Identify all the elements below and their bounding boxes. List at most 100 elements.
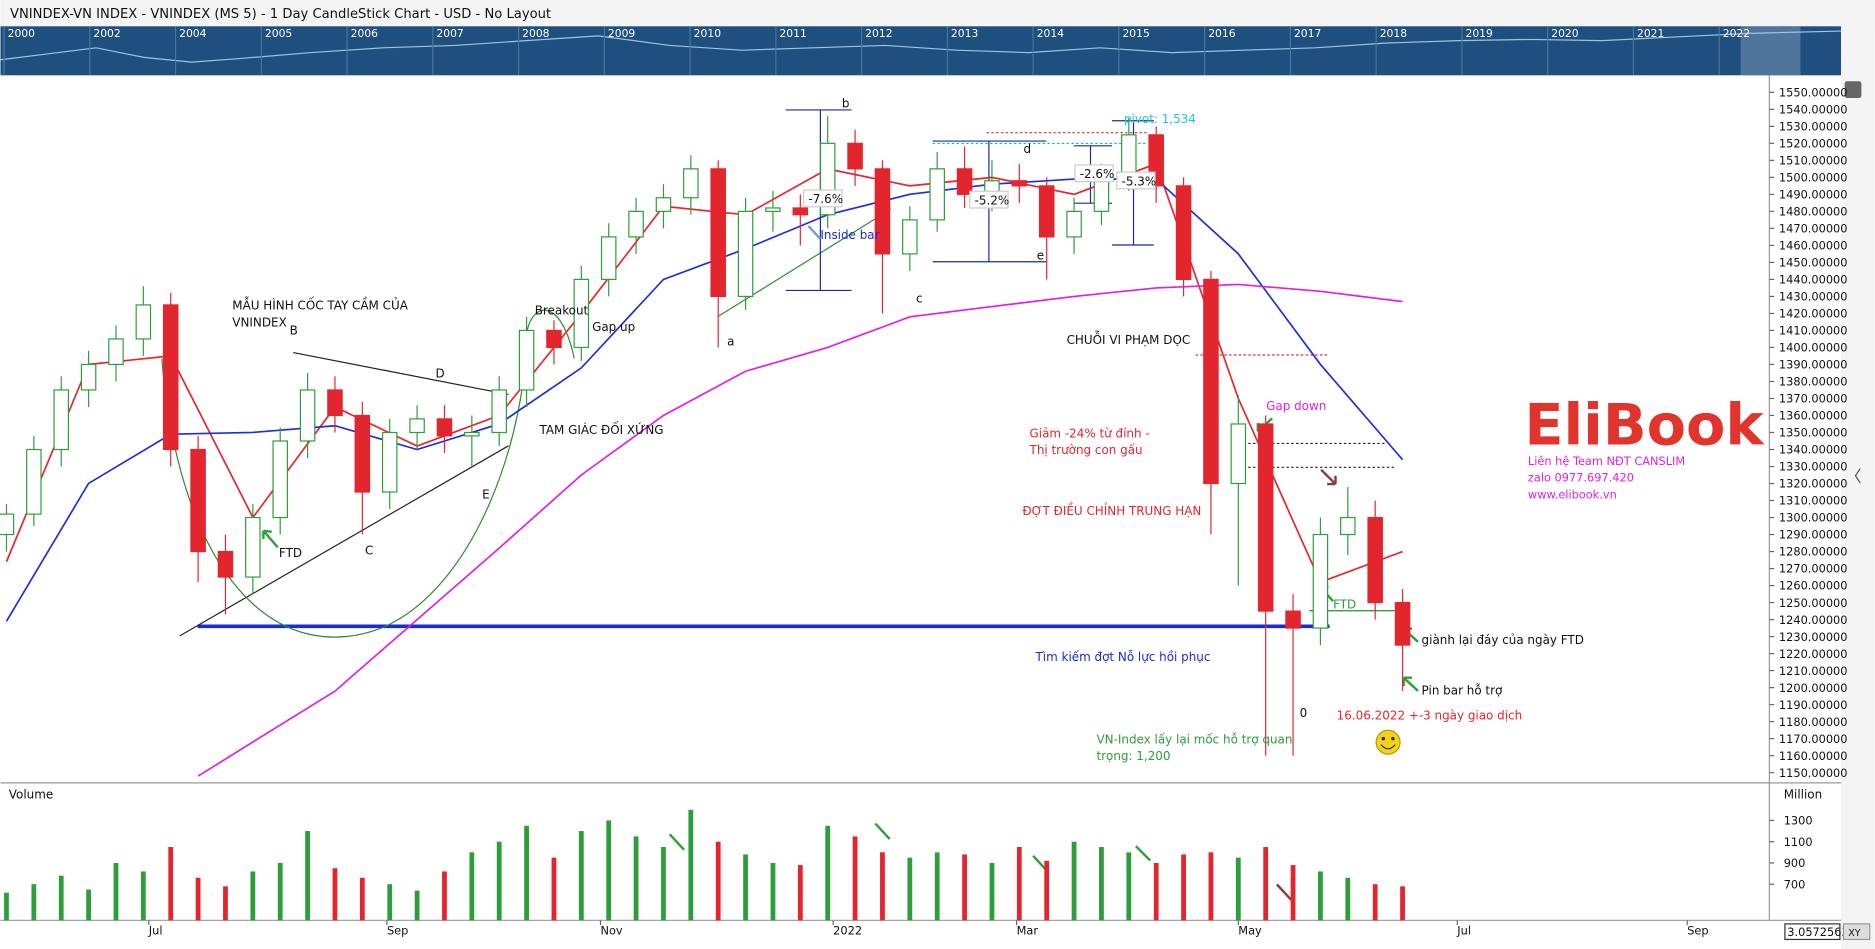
title-bar: [0, 0, 1875, 27]
candle-body: [190, 448, 206, 553]
last-value-box: [1784, 923, 1841, 941]
moving-average: [197, 283, 1403, 777]
navigator-year: 2013: [951, 27, 978, 40]
candle-body: [1203, 278, 1219, 485]
candle-body: [1038, 185, 1055, 238]
volume-bar: [524, 825, 529, 921]
annotation: D: [436, 367, 445, 381]
arrow: [1276, 883, 1293, 901]
candle-body: [1367, 516, 1383, 604]
volume-bar: [934, 852, 940, 921]
label-box: [969, 190, 1009, 209]
navigator[interactable]: [0, 26, 1842, 76]
volume-bar: [962, 854, 967, 921]
arrow: [668, 833, 685, 851]
y-tick-label: 1360.00000: [1779, 409, 1848, 423]
y-tick-label: 1530.00000: [1779, 120, 1848, 134]
volume-bar: [31, 884, 37, 921]
volume-bar: [469, 852, 475, 921]
y-tick-label: 1420.00000: [1779, 307, 1848, 321]
annotation: Tìm kiếm đợt Nỗ lực hồi phục: [1035, 650, 1211, 664]
volume-bar: [359, 877, 365, 921]
candle-body: [792, 207, 809, 216]
volume-bar: [661, 847, 666, 921]
candle-body: [491, 389, 507, 434]
y-tick-label: 1260.00000: [1779, 579, 1848, 593]
volume-bar: [442, 871, 447, 921]
volume-bar: [743, 854, 748, 921]
volume-bar: [1126, 852, 1132, 921]
volume-bar: [86, 889, 91, 921]
y-tick-label: 1400.00000: [1779, 341, 1848, 355]
volume-bar: [1099, 847, 1104, 921]
navigator-year: 2014: [1037, 27, 1065, 40]
volume-tick-label: 1300: [1784, 814, 1813, 828]
candle-body: [600, 236, 617, 281]
x-tick-label: Nov: [600, 924, 622, 938]
candle-body: [299, 389, 316, 442]
smiley: [1375, 729, 1401, 755]
annotation: 16.06.2022 +-3 ngày giao dịch: [1337, 709, 1522, 723]
volume-bar: [113, 862, 119, 921]
window-title: VNINDEX-VN INDEX - VNINDEX (MS 5) - 1 Da…: [10, 7, 551, 22]
volume-label: Volume: [9, 787, 53, 801]
y-tick-label: 1240.00000: [1779, 613, 1848, 627]
y-tick-label: 1390.00000: [1779, 358, 1848, 372]
volume-tick-label: 700: [1784, 877, 1806, 891]
trend-line: [293, 352, 509, 396]
annotation: -5.3%: [1122, 174, 1157, 188]
y-tick-label: 1290.00000: [1779, 528, 1848, 542]
label-box: [803, 189, 843, 208]
navigator-window[interactable]: [1740, 26, 1801, 76]
y-tick-label: 1250.00000: [1779, 596, 1848, 610]
y-tick-label: 1490.00000: [1779, 188, 1848, 202]
annotation: VN-Index lấy lại mốc hỗ trợ quan: [1096, 732, 1292, 746]
xy-button-label[interactable]: XY: [1848, 928, 1861, 939]
annotation: trọng: 1,200: [1096, 749, 1170, 763]
volume-bar: [688, 809, 694, 921]
volume-bar: [277, 862, 283, 921]
collapse-icon[interactable]: [1854, 468, 1861, 484]
annotation: MẪU HÌNH CỐC TAY CẦM CỦA: [232, 297, 408, 313]
volume-bar: [825, 825, 831, 921]
x-tick-label: 2022: [833, 924, 862, 938]
y-tick-label: 1480.00000: [1779, 205, 1848, 219]
y-tick-label: 1520.00000: [1779, 137, 1848, 151]
volume-bar: [715, 841, 721, 921]
candle-body: [1093, 176, 1110, 212]
candle-body: [1394, 601, 1411, 646]
y-tick-label: 1150.00000: [1779, 766, 1848, 780]
y-tick-label: 1340.00000: [1779, 443, 1848, 457]
volume-bar: [578, 831, 584, 921]
candle-body: [53, 389, 69, 451]
candle-body: [354, 414, 371, 493]
candle-body: [710, 168, 726, 298]
candle-body: [217, 550, 234, 578]
candle-body: [956, 168, 973, 195]
volume-bar: [1235, 857, 1241, 921]
label-box: [1074, 164, 1114, 183]
y-tick-label: 1310.00000: [1779, 494, 1848, 508]
volume-bar: [1181, 854, 1186, 921]
volume-bar: [58, 875, 64, 921]
logo: EliBook: [1524, 392, 1765, 459]
candle-body: [737, 210, 754, 298]
annotation: Breakout: [535, 303, 589, 317]
y-tick-label: 1370.00000: [1779, 392, 1848, 406]
lock-icon[interactable]: [1844, 81, 1862, 99]
y-tick-label: 1460.00000: [1779, 239, 1848, 253]
x-tick-label: Jul: [148, 924, 163, 938]
y-tick-label: 1210.00000: [1779, 664, 1848, 678]
volume-bar: [1016, 847, 1022, 921]
side-toolbar: [1841, 0, 1875, 949]
y-tick-label: 1320.00000: [1779, 477, 1848, 491]
arrow: [1320, 468, 1337, 486]
x-tick-label: May: [1238, 924, 1262, 938]
annotation: CHUỖI VI PHẠM DỌC: [1067, 330, 1191, 347]
y-tick-label: 1300.00000: [1779, 511, 1848, 525]
y-tick-label: 1450.00000: [1779, 256, 1848, 270]
arrow: [874, 822, 891, 840]
trend-line: [179, 445, 509, 637]
xy-button[interactable]: [1842, 923, 1871, 941]
